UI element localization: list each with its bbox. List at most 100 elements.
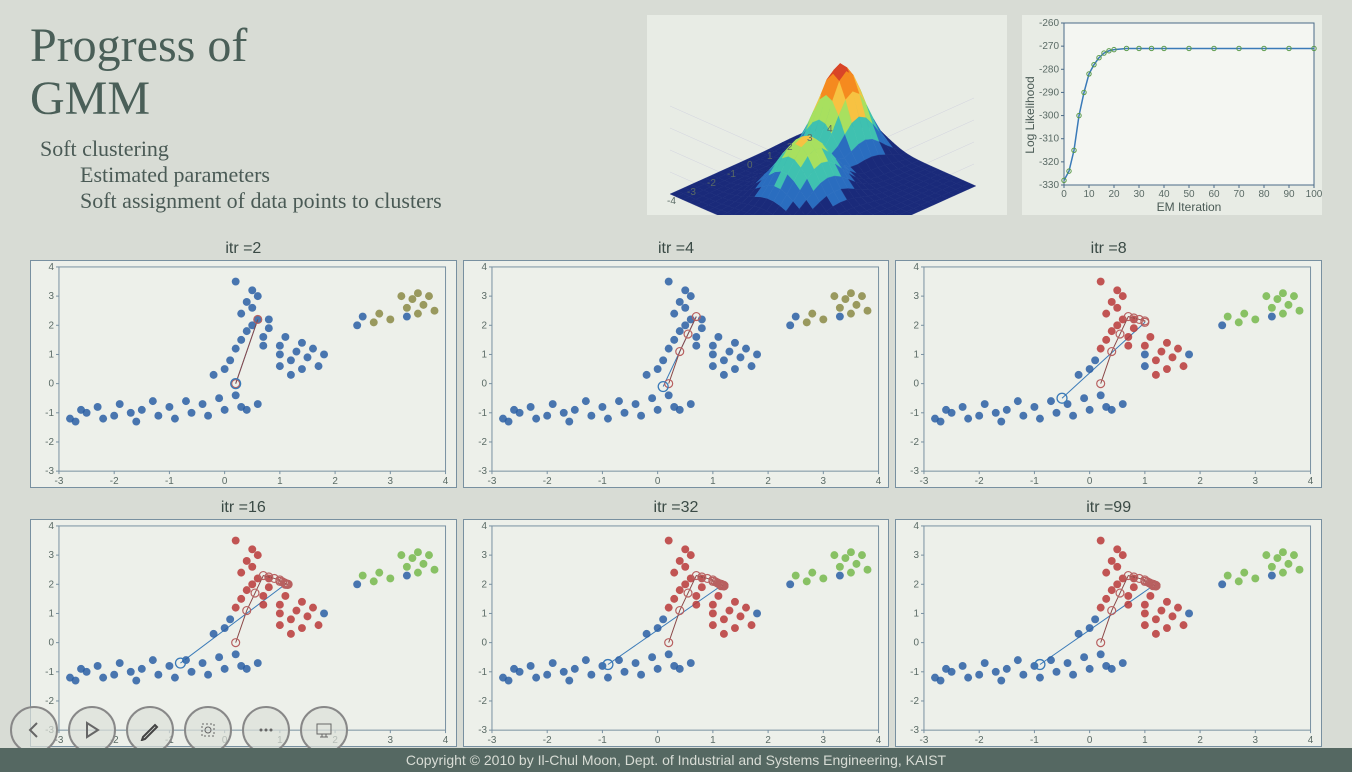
svg-text:-280: -280	[1039, 64, 1059, 75]
laser-button[interactable]	[184, 706, 232, 754]
svg-text:3: 3	[820, 735, 826, 746]
svg-text:1: 1	[710, 735, 716, 746]
svg-text:1: 1	[48, 349, 54, 360]
svg-text:-3: -3	[478, 466, 487, 477]
svg-text:4: 4	[48, 521, 54, 532]
svg-text:2: 2	[765, 735, 771, 746]
scatter-panel: itr =99-3-2-101234-3-2-101234	[895, 499, 1322, 752]
svg-text:3: 3	[807, 133, 813, 144]
svg-text:-310: -310	[1039, 134, 1059, 145]
scatter-panel: itr =8-3-2-101234-3-2-101234	[895, 240, 1322, 493]
svg-text:-1: -1	[911, 408, 920, 419]
svg-text:-3: -3	[487, 735, 496, 746]
svg-text:60: 60	[1208, 189, 1220, 200]
svg-text:-3: -3	[55, 476, 64, 487]
scatter-svg: -3-2-101234-3-2-101234	[30, 260, 457, 488]
loglik-plot: 0102030405060708090100-330-320-310-300-2…	[1022, 15, 1322, 215]
svg-text:-1: -1	[478, 667, 487, 678]
svg-text:4: 4	[875, 476, 881, 487]
svg-text:-260: -260	[1039, 18, 1059, 29]
svg-text:3: 3	[914, 291, 920, 302]
svg-text:2: 2	[787, 142, 793, 153]
svg-text:2: 2	[765, 476, 771, 487]
svg-text:4: 4	[48, 262, 54, 273]
svg-text:-2: -2	[975, 735, 984, 746]
scatter-panel: itr =32-3-2-101234-3-2-101234	[463, 499, 890, 752]
svg-text:1: 1	[481, 608, 487, 619]
scatter-svg: -3-2-101234-3-2-101234	[463, 519, 890, 747]
surface-svg: 00.20.40.60.8-4-3-2-101234	[647, 15, 1007, 215]
svg-text:EM Iteration: EM Iteration	[1157, 200, 1222, 214]
svg-text:-1: -1	[165, 476, 174, 487]
svg-text:-3: -3	[911, 466, 920, 477]
prev-button[interactable]	[10, 706, 58, 754]
svg-text:0: 0	[914, 638, 920, 649]
scatter-panel: itr =4-3-2-101234-3-2-101234	[463, 240, 890, 493]
svg-text:1: 1	[767, 151, 773, 162]
display-button[interactable]	[300, 706, 348, 754]
svg-text:4: 4	[827, 124, 833, 135]
svg-text:3: 3	[48, 550, 54, 561]
panel-title: itr =32	[463, 499, 890, 517]
display-icon	[314, 720, 334, 740]
svg-text:-1: -1	[45, 667, 54, 678]
svg-text:0: 0	[655, 735, 661, 746]
svg-text:0: 0	[481, 638, 487, 649]
svg-text:-3: -3	[45, 466, 54, 477]
svg-text:3: 3	[820, 476, 826, 487]
svg-text:2: 2	[1198, 735, 1204, 746]
svg-text:3: 3	[481, 291, 487, 302]
svg-text:0: 0	[747, 160, 753, 171]
panel-title: itr =4	[463, 240, 890, 258]
svg-text:3: 3	[1253, 735, 1259, 746]
svg-text:-300: -300	[1039, 111, 1059, 122]
svg-text:-1: -1	[1030, 476, 1039, 487]
svg-text:0: 0	[1061, 189, 1067, 200]
svg-text:0: 0	[222, 476, 228, 487]
more-button[interactable]	[242, 706, 290, 754]
svg-text:-2: -2	[45, 437, 54, 448]
svg-text:-1: -1	[598, 735, 607, 746]
svg-text:1: 1	[710, 476, 716, 487]
svg-text:-330: -330	[1039, 180, 1059, 191]
svg-text:-320: -320	[1039, 157, 1059, 168]
play-button[interactable]	[68, 706, 116, 754]
svg-text:1: 1	[914, 349, 920, 360]
svg-text:-1: -1	[45, 408, 54, 419]
svg-text:Log Likelihood: Log Likelihood	[1023, 76, 1037, 153]
svg-text:0: 0	[48, 379, 54, 390]
svg-text:-2: -2	[110, 476, 119, 487]
svg-text:100: 100	[1306, 189, 1322, 200]
svg-text:40: 40	[1158, 189, 1170, 200]
svg-text:-3: -3	[911, 725, 920, 736]
svg-text:4: 4	[914, 521, 920, 532]
svg-text:-2: -2	[975, 476, 984, 487]
svg-text:30: 30	[1133, 189, 1145, 200]
slide: Progress of GMM Soft clustering Estimate…	[0, 0, 1352, 772]
svg-text:2: 2	[481, 320, 487, 331]
svg-text:1: 1	[1142, 735, 1148, 746]
pen-button[interactable]	[126, 706, 174, 754]
svg-text:0: 0	[1087, 735, 1093, 746]
svg-text:2: 2	[48, 579, 54, 590]
title-line-2: GMM	[30, 72, 150, 125]
svg-text:4: 4	[875, 735, 881, 746]
svg-text:2: 2	[48, 320, 54, 331]
surface-plot: 00.20.40.60.8-4-3-2-101234	[647, 15, 1007, 215]
svg-text:-3: -3	[687, 187, 696, 198]
more-icon	[256, 720, 276, 740]
svg-text:0: 0	[655, 476, 661, 487]
svg-text:3: 3	[388, 735, 394, 746]
loglik-svg: 0102030405060708090100-330-320-310-300-2…	[1022, 15, 1322, 215]
chevron-left-icon	[24, 720, 44, 740]
svg-text:2: 2	[332, 476, 338, 487]
svg-text:3: 3	[388, 476, 394, 487]
presentation-toolbar	[10, 706, 348, 754]
svg-text:-2: -2	[542, 735, 551, 746]
svg-text:3: 3	[48, 291, 54, 302]
svg-text:3: 3	[914, 550, 920, 561]
svg-text:4: 4	[914, 262, 920, 273]
panel-title: itr =2	[30, 240, 457, 258]
svg-text:-1: -1	[478, 408, 487, 419]
svg-text:-1: -1	[727, 169, 736, 180]
